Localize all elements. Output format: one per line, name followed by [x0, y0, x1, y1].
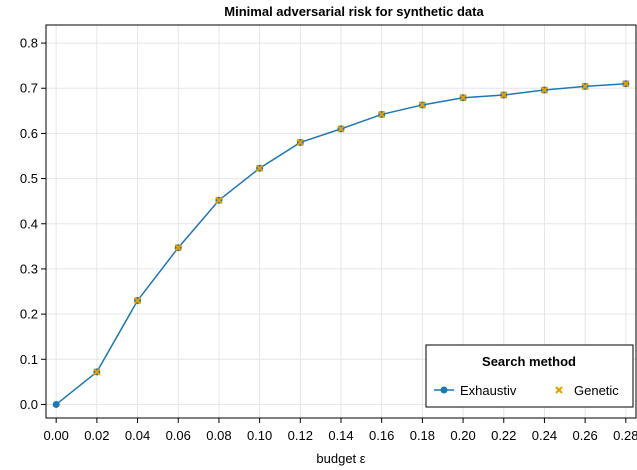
x-tick-label: 0.00: [44, 428, 69, 443]
y-tick-label: 0.6: [20, 126, 38, 141]
x-tick-label: 0.12: [288, 428, 313, 443]
x-tick-label: 0.06: [166, 428, 191, 443]
data-point-genetic: [133, 296, 142, 305]
y-axis: 0.0 0.1 0.2 0.3 0.4 0.5 0.6 0.7 0.8: [20, 36, 46, 412]
x-tick-label: 0.14: [328, 428, 353, 443]
x-tick-label: 0.18: [410, 428, 435, 443]
chart-title: Minimal adversarial risk for synthetic d…: [224, 4, 484, 19]
y-tick-label: 0.5: [20, 171, 38, 186]
legend: Search method Exhaustiv Genetic: [425, 344, 634, 408]
legend-genetic-marker: [555, 386, 563, 394]
x-tick-label: 0.10: [247, 428, 272, 443]
data-point-genetic: [215, 196, 223, 204]
y-tick-label: 0.7: [20, 81, 38, 96]
y-tick-label: 0.0: [20, 397, 38, 412]
legend-box: [425, 344, 634, 408]
x-tick-label: 0.02: [84, 428, 109, 443]
y-tick-label: 0.3: [20, 261, 38, 276]
x-tick-label: 0.20: [450, 428, 475, 443]
x-tick-label: 0.26: [572, 428, 597, 443]
x-tick-label: 0.04: [125, 428, 150, 443]
x-tick-label: 0.28: [613, 428, 637, 443]
x-axis: 0.00 0.02 0.04 0.06 0.08 0.10 0.12 0.14 0.16 0.18…: [44, 418, 637, 443]
x-axis-label: budget ε: [316, 451, 365, 466]
data-point-genetic: [540, 86, 549, 94]
data-point-genetic: [377, 110, 386, 119]
data-point-genetic: [255, 164, 264, 172]
x-tick-label: 0.16: [369, 428, 394, 443]
y-tick-label: 0.1: [20, 352, 38, 367]
legend-exhaustiv-marker: [440, 386, 448, 394]
data-point-genetic: [500, 91, 508, 99]
data-point-genetic: [622, 80, 630, 88]
legend-genetic-label: Genetic: [574, 383, 619, 398]
data-point-genetic: [174, 243, 182, 252]
data-point-genetic: [459, 94, 467, 102]
x-tick-label: 0.24: [532, 428, 557, 443]
data-point-exhaustiv: [52, 400, 60, 408]
data-point-genetic: [418, 101, 427, 109]
data-point-genetic: [337, 125, 345, 133]
x-tick-label: 0.22: [491, 428, 516, 443]
y-tick-label: 0.8: [20, 36, 38, 51]
series-layer: [52, 80, 630, 408]
data-point-genetic: [93, 368, 101, 376]
data-point-genetic: [581, 82, 589, 91]
x-tick-label: 0.08: [206, 428, 231, 443]
legend-title: Search method: [482, 354, 576, 369]
legend-exhaustiv-label: Exhaustiv: [460, 383, 517, 398]
data-point-genetic: [296, 138, 305, 147]
y-tick-label: 0.4: [20, 216, 38, 231]
y-tick-label: 0.2: [20, 307, 38, 322]
